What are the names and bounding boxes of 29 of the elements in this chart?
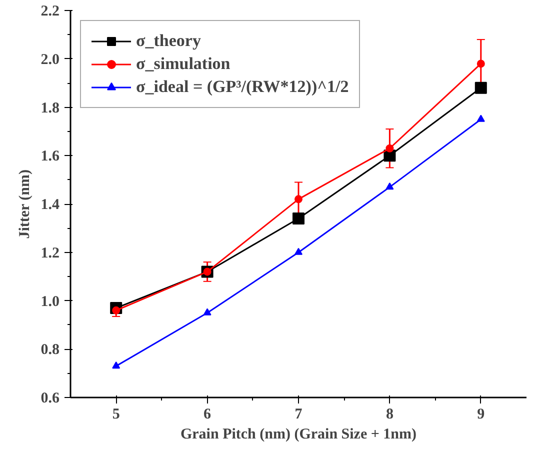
y-tick-label: 1.2 (40, 245, 60, 262)
y-tick-label: 1.8 (40, 100, 60, 116)
x-tick-label: 8 (386, 406, 394, 422)
y-axis-title: Jitter (nm) (16, 169, 33, 239)
x-tick-label: 5 (112, 406, 120, 422)
x-tick-label: 6 (204, 406, 212, 422)
y-tick-label: 1.6 (40, 148, 60, 165)
point (476, 114, 485, 122)
y-tick-label: 0.6 (40, 390, 60, 406)
point (294, 248, 302, 255)
x-tick-label: 7 (294, 406, 303, 422)
y-tick-label: 2.0 (40, 52, 60, 68)
legend-label: σ_ideal = (GP³/(RW*12))^1/2 (136, 77, 349, 97)
point (203, 308, 212, 316)
y-tick-label: 0.8 (40, 342, 60, 358)
y-tick-label: 2.2 (40, 4, 60, 20)
y-tick-label: 1.0 (40, 294, 60, 310)
legend-label: σ_simulation (136, 54, 230, 74)
point (476, 60, 485, 68)
point (386, 144, 394, 152)
point (112, 362, 120, 369)
legend-label: σ_theory (136, 31, 201, 51)
y-tick-label: 1.4 (40, 197, 60, 213)
point (474, 82, 487, 94)
point (294, 195, 302, 204)
point (386, 182, 394, 190)
x-axis-title: Grain Pitch (nm) (Grain Size + 1nm) (180, 426, 417, 442)
point (292, 212, 304, 225)
x-tick-label: 9 (477, 406, 485, 422)
